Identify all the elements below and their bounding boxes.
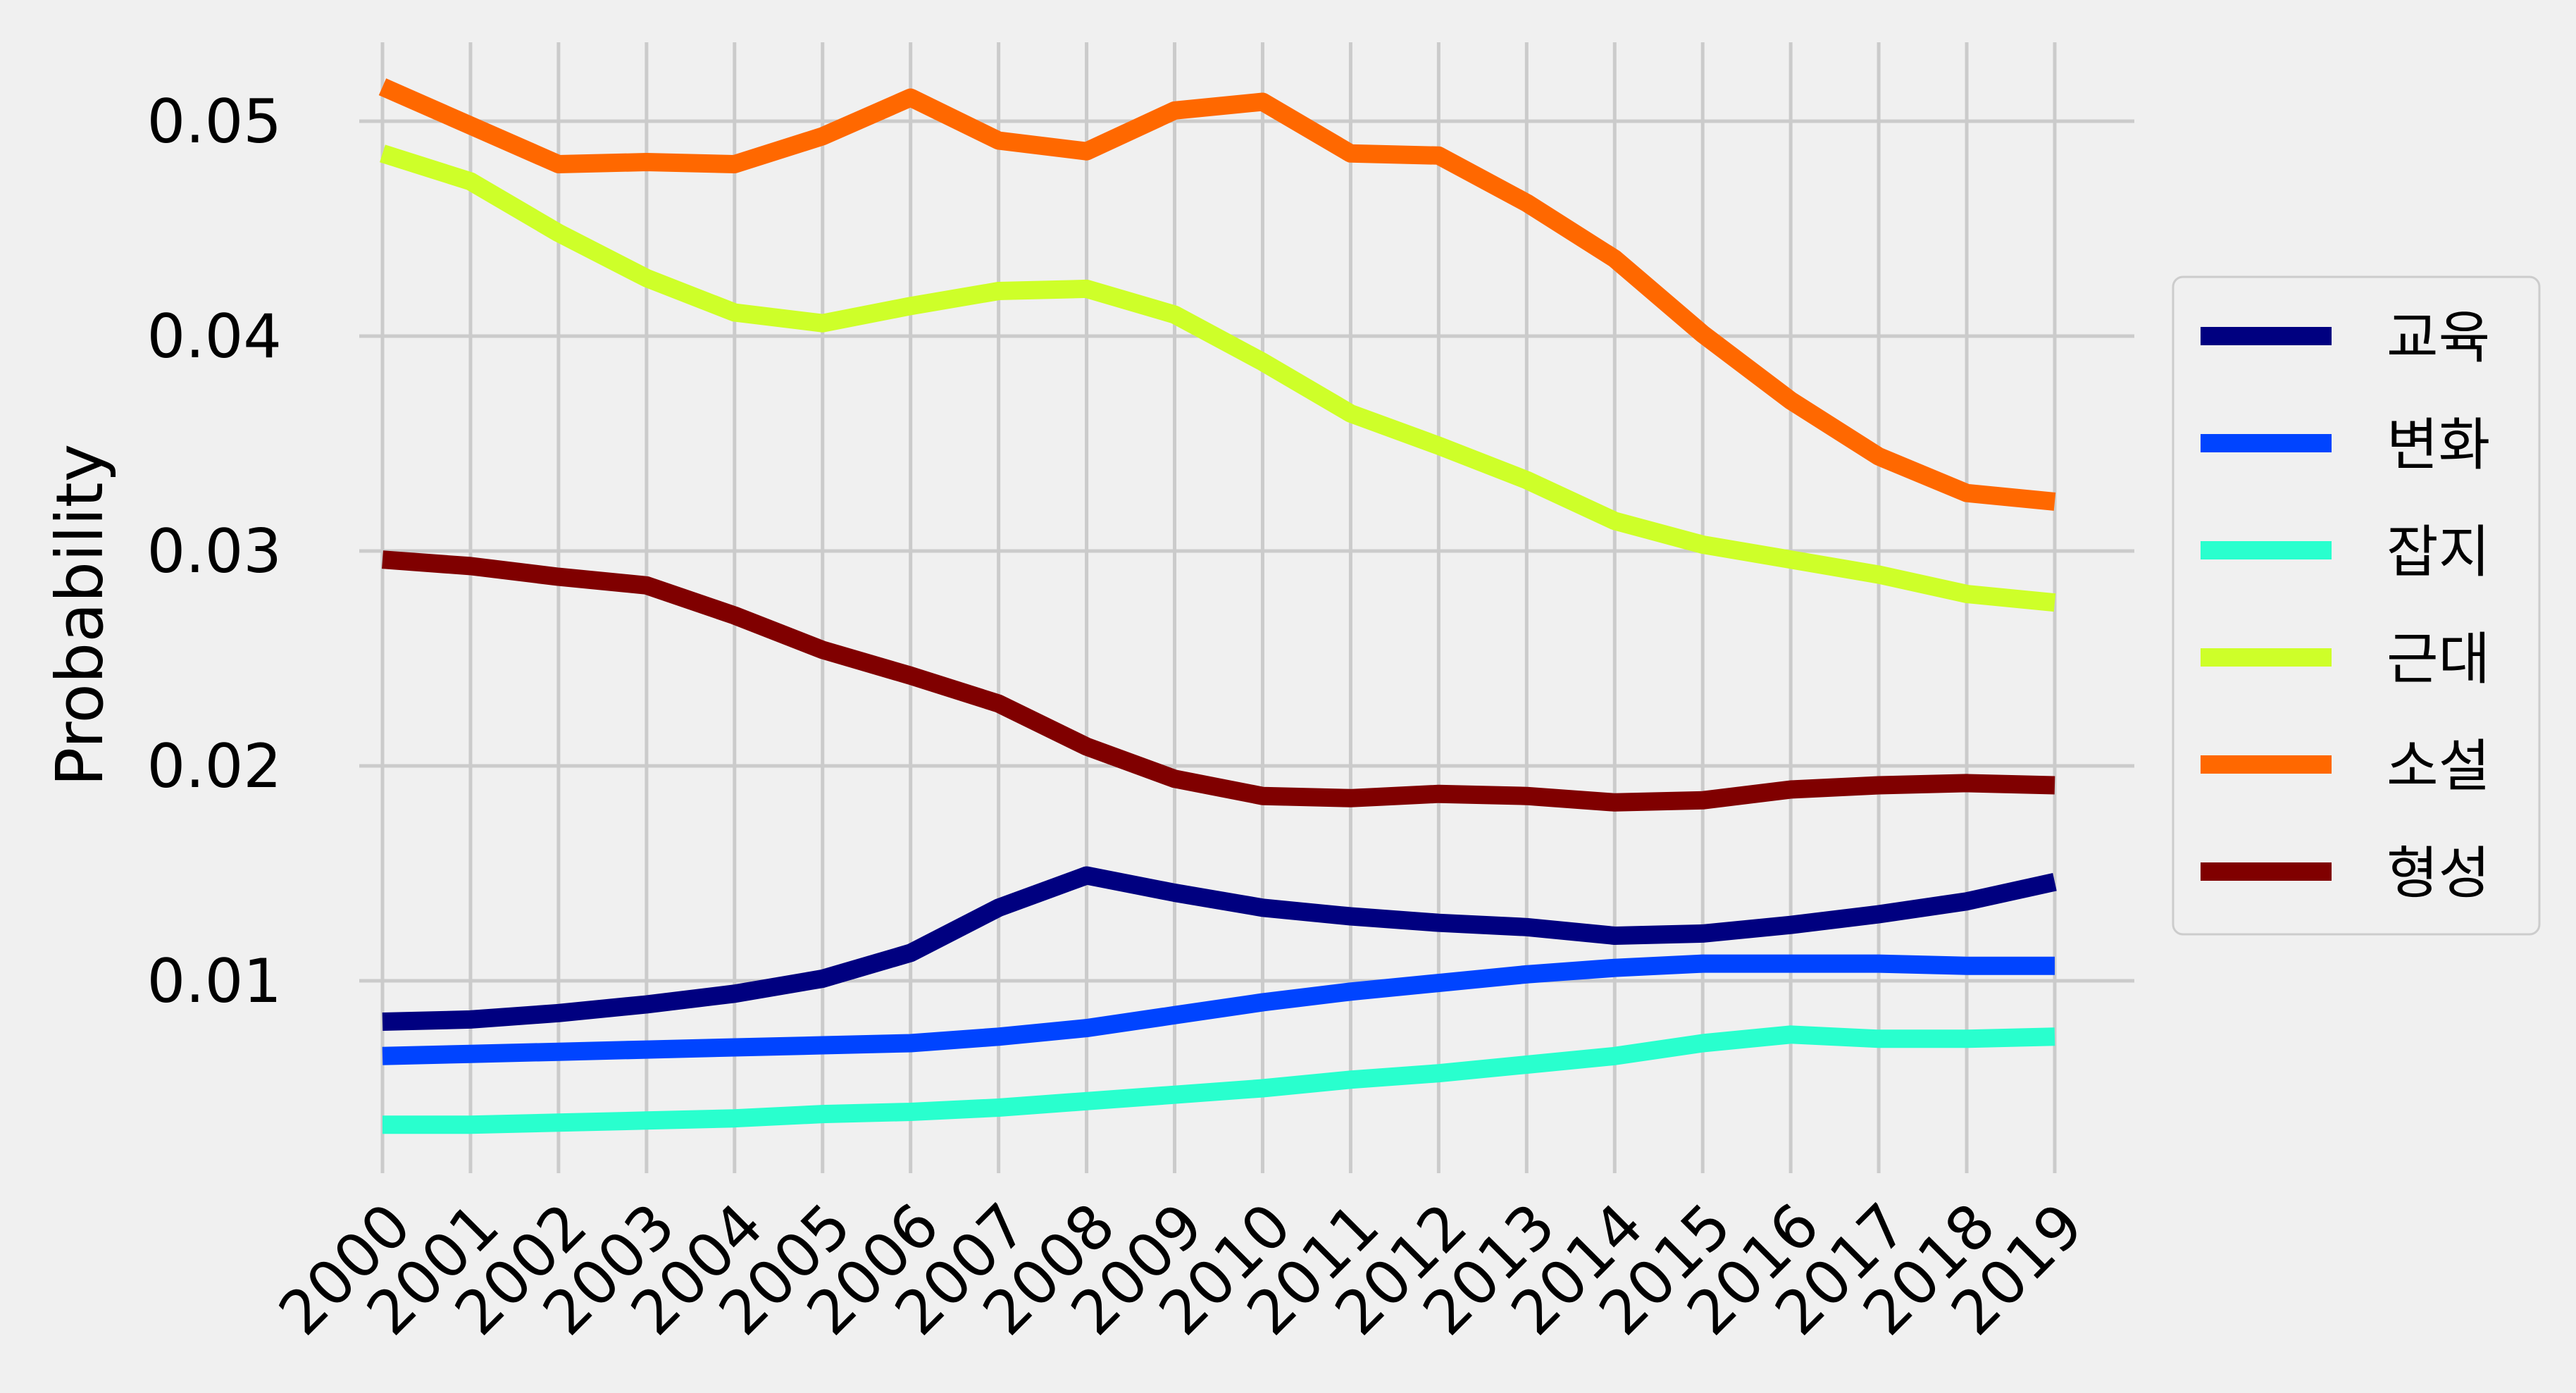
y-tick-label: 0.02 — [147, 731, 282, 802]
series-line-3 — [382, 1025, 2055, 1134]
series-line-2 — [382, 954, 2055, 1065]
legend-label: 교육 — [2387, 305, 2490, 371]
series-line-1 — [382, 866, 2057, 1031]
legend-label: 형성 — [2387, 841, 2490, 906]
y-axis-label: Probability — [42, 444, 118, 786]
legend-label: 잡지 — [2387, 519, 2490, 585]
x-tick-labels: 2000200120022003200420052006200720082009… — [266, 1190, 2096, 1349]
legend-label: 소설 — [2387, 733, 2490, 799]
grid-lines — [359, 42, 2134, 1173]
series-line-4 — [380, 144, 2056, 612]
series-lines — [378, 78, 2057, 1134]
series-line-5 — [378, 78, 2056, 511]
y-tick-label: 0.03 — [147, 516, 282, 587]
y-tick-label: 0.05 — [147, 87, 282, 157]
y-tick-labels: 0.01 0.02 0.03 0.04 0.05 — [147, 87, 282, 1017]
y-tick-label: 0.04 — [147, 302, 282, 372]
legend-label: 변화 — [2387, 412, 2490, 478]
y-tick-label: 0.01 — [147, 946, 282, 1017]
legend-label: 근대 — [2387, 626, 2490, 692]
series-line-6 — [382, 550, 2055, 812]
legend-frame — [2172, 275, 2541, 936]
